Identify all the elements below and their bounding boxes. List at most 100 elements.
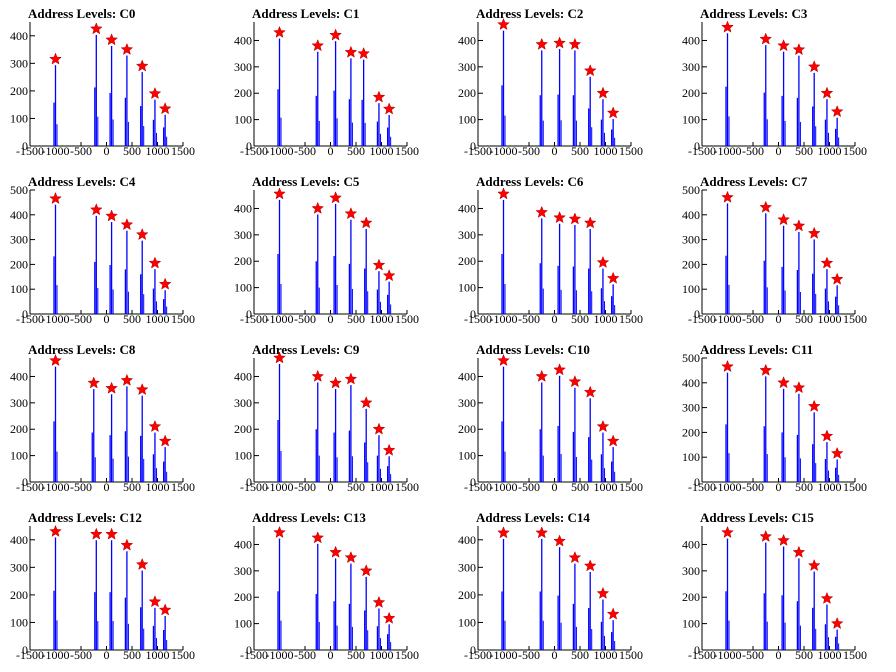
y-tick-label: 200 bbox=[682, 590, 700, 604]
peak-marker bbox=[778, 535, 789, 546]
x-tick-label: -500 bbox=[70, 648, 92, 662]
peak-marker bbox=[274, 27, 285, 38]
peak-marker bbox=[597, 257, 608, 268]
x-tick-label: -1000 bbox=[714, 144, 742, 158]
x-tick-label: -1500 bbox=[688, 648, 716, 662]
peak-marker bbox=[121, 219, 132, 230]
chart-title: Address Levels: C15 bbox=[700, 510, 814, 526]
y-tick-label: 200 bbox=[458, 254, 476, 268]
x-tick-label: 1000 bbox=[370, 312, 394, 326]
y-tick-label: 100 bbox=[234, 617, 252, 631]
peak-marker bbox=[373, 259, 384, 270]
peak-marker bbox=[136, 229, 147, 240]
y-tick-label: 100 bbox=[10, 449, 28, 463]
y-tick-label: 400 bbox=[234, 537, 252, 551]
x-tick-label: -1500 bbox=[464, 480, 492, 494]
chart-svg: 0 100 200 300 400 -1500-1000 -500 0 500 1000 1500 bbox=[672, 0, 896, 168]
peak-marker bbox=[373, 423, 384, 434]
x-tick-label: -1500 bbox=[16, 480, 44, 494]
peak-marker bbox=[360, 217, 371, 228]
chart-svg: 0 100 200 300 400 -1500-1000 -500 0 500 1000 1500 bbox=[0, 336, 224, 504]
chart-title: Address Levels: C14 bbox=[476, 510, 590, 526]
x-tick-label: -500 bbox=[742, 480, 764, 494]
x-tick-label: 1500 bbox=[395, 648, 419, 662]
peak-marker bbox=[793, 382, 804, 393]
y-tick-label: 100 bbox=[10, 111, 28, 125]
x-tick-label: 500 bbox=[571, 312, 589, 326]
peak-marker bbox=[831, 273, 842, 284]
y-tick-label: 500 bbox=[682, 183, 700, 197]
peak-marker bbox=[330, 29, 341, 40]
peak-marker bbox=[584, 386, 595, 397]
y-tick-label: 400 bbox=[234, 201, 252, 215]
peak-marker bbox=[722, 191, 733, 202]
y-tick-label: 400 bbox=[10, 533, 28, 547]
x-tick-label: 1000 bbox=[818, 648, 842, 662]
y-tick-label: 200 bbox=[682, 425, 700, 439]
peak-marker bbox=[536, 38, 547, 49]
x-tick-label: -1000 bbox=[42, 480, 70, 494]
peak-marker bbox=[312, 202, 323, 213]
chart-panel: 0 100 200 300 400 -1500 -1000 -500 0 500 1000 1500 A… bbox=[224, 168, 448, 336]
peak-marker bbox=[831, 106, 842, 117]
x-tick-label: 0 bbox=[104, 648, 110, 662]
chart-title: Address Levels: C10 bbox=[476, 342, 590, 358]
x-tick-label: 0 bbox=[328, 144, 334, 158]
x-tick-label: 500 bbox=[347, 648, 365, 662]
x-tick-label: 500 bbox=[795, 480, 813, 494]
peak-marker bbox=[808, 560, 819, 571]
x-tick-label: -1000 bbox=[714, 312, 742, 326]
y-tick-label: 100 bbox=[458, 449, 476, 463]
y-tick-label: 300 bbox=[10, 56, 28, 70]
y-tick-label: 400 bbox=[10, 208, 28, 222]
x-tick-label: 1000 bbox=[146, 648, 170, 662]
peak-marker bbox=[149, 257, 160, 268]
x-tick-label: -1000 bbox=[490, 480, 518, 494]
x-tick-label: -500 bbox=[294, 480, 316, 494]
x-tick-label: -1000 bbox=[42, 144, 70, 158]
x-tick-label: 500 bbox=[795, 144, 813, 158]
y-tick-label: 400 bbox=[458, 533, 476, 547]
chart-svg: 0 100 200 300 400 -1500-1000 -500 0 500 1000 1500 bbox=[448, 336, 672, 504]
x-tick-label: -1500 bbox=[688, 480, 716, 494]
peak-marker bbox=[607, 272, 618, 283]
peak-marker bbox=[760, 364, 771, 375]
x-tick-label: -1000 bbox=[490, 648, 518, 662]
peak-marker bbox=[722, 527, 733, 538]
chart-title: Address Levels: C5 bbox=[252, 174, 359, 190]
chart-svg: 0 100 200 300 400 -1500-1000 -500 0 500 1000 1500 bbox=[448, 168, 672, 336]
x-tick-label: 1500 bbox=[171, 312, 195, 326]
x-tick-label: 500 bbox=[571, 144, 589, 158]
chart-panel: 0 100 200 300 400 -1500 -1000 -500 0 500 1000 1500 A… bbox=[672, 0, 896, 168]
x-tick-label: -1000 bbox=[490, 144, 518, 158]
chart-panel: 0 100 200 300 400 -1500 -1000 -500 0 500 1000 1500 A… bbox=[0, 0, 224, 168]
y-tick-label: 100 bbox=[10, 615, 28, 629]
x-tick-label: 1000 bbox=[370, 144, 394, 158]
y-tick-label: 500 bbox=[10, 183, 28, 197]
peak-marker bbox=[50, 526, 61, 537]
chart-panel: 0 100 200 300 400 -1500 -1000 -500 0 500 1000 1500 A… bbox=[224, 0, 448, 168]
peak-marker bbox=[121, 374, 132, 385]
x-tick-label: 0 bbox=[552, 144, 558, 158]
peak-marker bbox=[106, 34, 117, 45]
y-tick-label: 300 bbox=[234, 396, 252, 410]
x-tick-label: 0 bbox=[328, 312, 334, 326]
peak-marker bbox=[831, 618, 842, 629]
chart-title: Address Levels: C9 bbox=[252, 342, 359, 358]
peak-marker bbox=[121, 539, 132, 550]
chart-title: Address Levels: C2 bbox=[476, 6, 583, 22]
y-tick-label: 300 bbox=[458, 396, 476, 410]
peak-marker bbox=[159, 103, 170, 114]
x-tick-label: 500 bbox=[123, 480, 141, 494]
chart-svg: 0 100 200 300 400 -1500-1000 -500 0 500 1000 1500 bbox=[224, 336, 448, 504]
x-tick-label: 500 bbox=[123, 144, 141, 158]
y-tick-label: 100 bbox=[234, 281, 252, 295]
chart-title: Address Levels: C4 bbox=[28, 174, 135, 190]
peak-marker bbox=[569, 376, 580, 387]
x-tick-label: 0 bbox=[776, 312, 782, 326]
peak-marker bbox=[312, 40, 323, 51]
peak-marker bbox=[106, 382, 117, 393]
peak-marker bbox=[383, 103, 394, 114]
x-tick-label: 1500 bbox=[843, 648, 867, 662]
y-tick-label: 100 bbox=[682, 113, 700, 127]
